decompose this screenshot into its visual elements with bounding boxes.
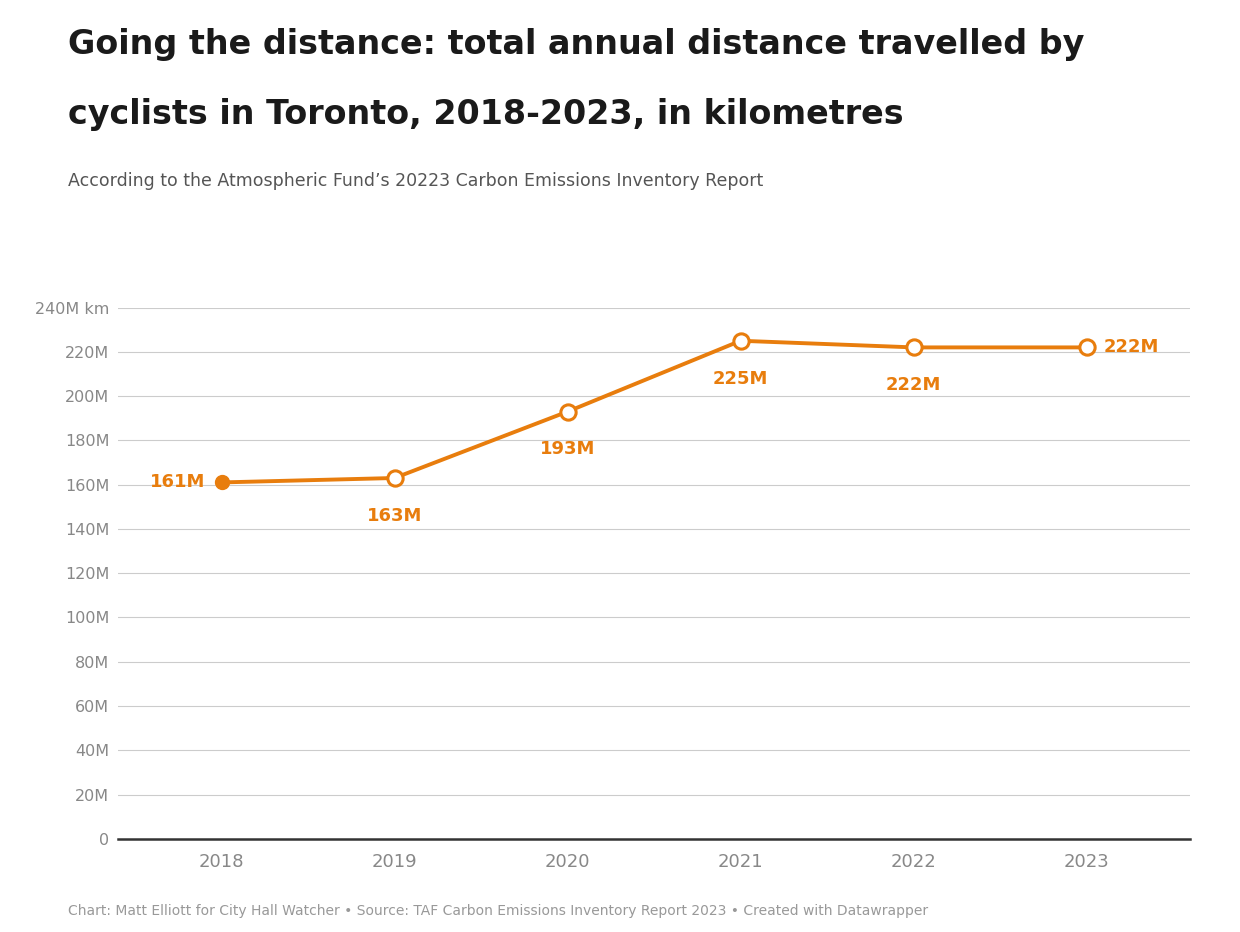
Text: Going the distance: total annual distance travelled by: Going the distance: total annual distanc… — [68, 28, 1085, 61]
Text: 225M: 225M — [713, 369, 769, 388]
Text: 222M: 222M — [885, 377, 941, 394]
Text: 163M: 163M — [367, 507, 423, 525]
Text: 193M: 193M — [539, 441, 595, 459]
Text: 222M: 222M — [1104, 338, 1158, 356]
Text: cyclists in Toronto, 2018-2023, in kilometres: cyclists in Toronto, 2018-2023, in kilom… — [68, 98, 904, 130]
Text: According to the Atmospheric Fund’s 20223 Carbon Emissions Inventory Report: According to the Atmospheric Fund’s 2022… — [68, 172, 764, 190]
Text: 161M: 161M — [150, 473, 205, 491]
Text: Chart: Matt Elliott for City Hall Watcher • Source: TAF Carbon Emissions Invento: Chart: Matt Elliott for City Hall Watche… — [68, 904, 929, 918]
